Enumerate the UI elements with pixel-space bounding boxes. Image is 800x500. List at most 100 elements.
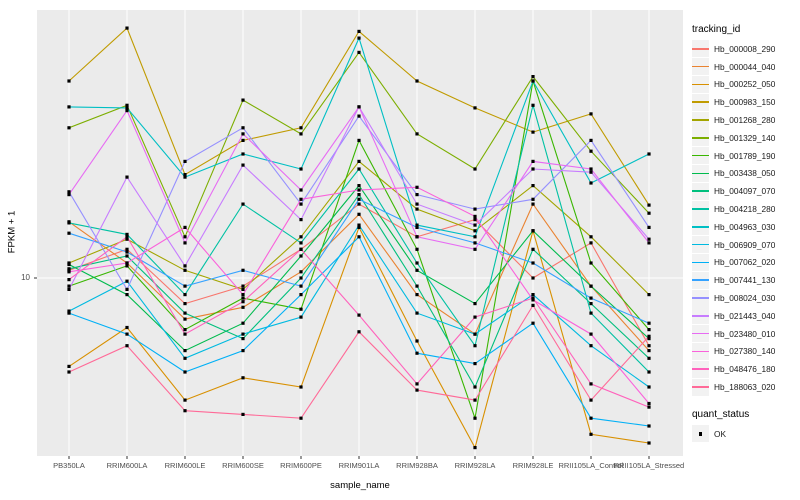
data-point[interactable] — [241, 376, 245, 380]
data-point[interactable] — [473, 214, 477, 218]
data-point[interactable] — [299, 167, 303, 171]
data-point[interactable] — [125, 175, 129, 179]
data-point[interactable] — [299, 132, 303, 136]
data-point[interactable] — [67, 284, 71, 288]
data-point[interactable] — [415, 351, 419, 355]
data-point[interactable] — [589, 302, 593, 306]
data-point[interactable] — [125, 250, 129, 254]
data-point[interactable] — [531, 247, 535, 251]
data-point[interactable] — [183, 370, 187, 374]
data-point[interactable] — [473, 218, 477, 222]
data-point[interactable] — [473, 344, 477, 348]
data-point[interactable] — [125, 254, 129, 258]
data-point[interactable] — [589, 167, 593, 171]
data-point[interactable] — [299, 247, 303, 251]
data-point[interactable] — [241, 268, 245, 272]
data-point[interactable] — [647, 370, 651, 374]
data-point[interactable] — [183, 235, 187, 239]
data-point[interactable] — [415, 193, 419, 197]
data-point[interactable] — [589, 382, 593, 386]
data-point[interactable] — [67, 309, 71, 313]
data-point[interactable] — [589, 416, 593, 420]
data-point[interactable] — [299, 241, 303, 245]
legend-item[interactable]: Hb_001268_280 — [692, 111, 800, 129]
data-point[interactable] — [357, 167, 361, 171]
data-point[interactable] — [415, 293, 419, 297]
data-point[interactable] — [125, 332, 129, 336]
data-point[interactable] — [415, 382, 419, 386]
data-point[interactable] — [473, 247, 477, 251]
data-point[interactable] — [357, 105, 361, 109]
data-point[interactable] — [589, 138, 593, 142]
data-point[interactable] — [183, 349, 187, 353]
data-point[interactable] — [125, 261, 129, 265]
data-point[interactable] — [589, 235, 593, 239]
data-point[interactable] — [357, 313, 361, 317]
data-point[interactable] — [183, 293, 187, 297]
legend-item[interactable]: Hb_000983_150 — [692, 93, 800, 111]
data-point[interactable] — [647, 356, 651, 360]
data-point[interactable] — [241, 126, 245, 130]
data-point[interactable] — [299, 270, 303, 274]
data-point[interactable] — [531, 229, 535, 233]
data-point[interactable] — [531, 75, 535, 79]
data-point[interactable] — [125, 293, 129, 297]
data-point[interactable] — [473, 229, 477, 233]
data-point[interactable] — [67, 364, 71, 368]
data-point[interactable] — [241, 284, 245, 288]
data-point[interactable] — [415, 235, 419, 239]
data-point[interactable] — [415, 79, 419, 83]
data-point[interactable] — [241, 321, 245, 325]
data-point[interactable] — [647, 441, 651, 445]
data-point[interactable] — [531, 197, 535, 201]
legend-item[interactable]: Hb_000252_050 — [692, 75, 800, 94]
data-point[interactable] — [531, 261, 535, 265]
data-point[interactable] — [241, 293, 245, 297]
data-point[interactable] — [589, 398, 593, 402]
data-point[interactable] — [589, 311, 593, 315]
data-point[interactable] — [67, 370, 71, 374]
data-point[interactable] — [125, 109, 129, 113]
data-point[interactable] — [473, 416, 477, 420]
data-point[interactable] — [647, 211, 651, 215]
data-point[interactable] — [183, 328, 187, 332]
data-point[interactable] — [67, 287, 71, 291]
legend-item[interactable]: Hb_021443_040 — [692, 307, 800, 325]
legend-item[interactable]: Hb_000044_040 — [692, 58, 800, 76]
data-point[interactable] — [415, 388, 419, 392]
data-point[interactable] — [531, 159, 535, 163]
data-point[interactable] — [299, 385, 303, 389]
data-point[interactable] — [415, 225, 419, 229]
data-point[interactable] — [357, 330, 361, 334]
data-point[interactable] — [125, 235, 129, 239]
legend-item[interactable]: Hb_004963_030 — [692, 218, 800, 236]
data-point[interactable] — [415, 185, 419, 189]
data-point[interactable] — [531, 293, 535, 297]
data-point[interactable] — [241, 163, 245, 167]
data-point[interactable] — [241, 152, 245, 156]
data-point[interactable] — [647, 424, 651, 428]
data-point[interactable] — [473, 235, 477, 239]
data-point[interactable] — [125, 344, 129, 348]
data-point[interactable] — [125, 247, 129, 251]
data-point[interactable] — [531, 184, 535, 188]
data-point[interactable] — [357, 36, 361, 40]
data-point[interactable] — [67, 126, 71, 130]
data-point[interactable] — [183, 173, 187, 177]
data-point[interactable] — [299, 284, 303, 288]
data-point[interactable] — [299, 276, 303, 280]
data-point[interactable] — [125, 26, 129, 30]
data-point[interactable] — [415, 284, 419, 288]
data-point[interactable] — [589, 344, 593, 348]
data-point[interactable] — [241, 332, 245, 336]
data-point[interactable] — [183, 409, 187, 413]
data-point[interactable] — [299, 197, 303, 201]
data-point[interactable] — [183, 398, 187, 402]
data-point[interactable] — [415, 268, 419, 272]
data-point[interactable] — [647, 152, 651, 156]
data-point[interactable] — [357, 184, 361, 188]
data-point[interactable] — [125, 264, 129, 268]
data-point[interactable] — [473, 302, 477, 306]
data-point[interactable] — [473, 241, 477, 245]
data-point[interactable] — [357, 188, 361, 192]
